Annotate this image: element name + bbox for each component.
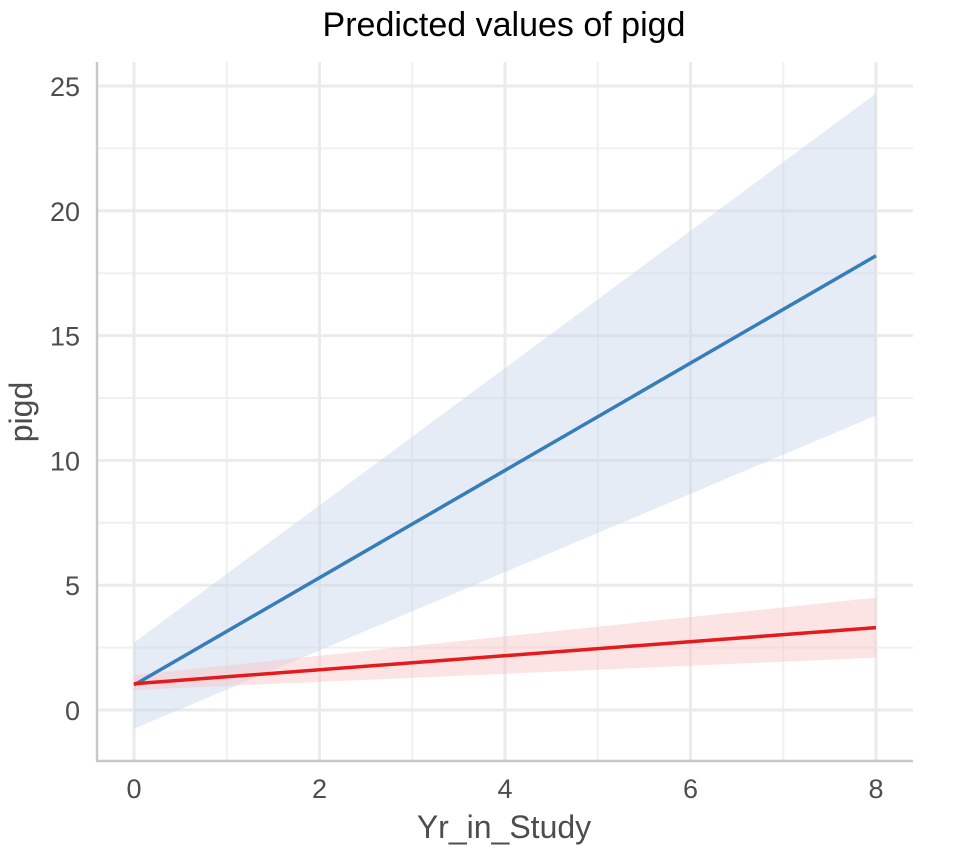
y-tick-label: 0 [65, 696, 80, 726]
y-tick-label: 15 [50, 322, 80, 352]
y-tick-label: 20 [50, 197, 80, 227]
y-tick-label: 5 [65, 571, 80, 601]
x-tick-label: 8 [868, 774, 883, 804]
y-axis-label: pigd [3, 382, 39, 443]
confidence-ribbon-blue [134, 93, 876, 729]
ribbons [134, 93, 876, 729]
series-lines [133, 254, 877, 687]
x-axis-label: Yr_in_Study [417, 809, 591, 845]
chart-title: Predicted values of pigd [323, 6, 686, 44]
series-line-red [133, 625, 877, 686]
grid [97, 62, 913, 761]
x-tick-label: 4 [497, 774, 512, 804]
x-tick-label: 2 [312, 774, 327, 804]
y-tick-labels: 0 5 10 15 20 25 [50, 72, 80, 726]
x-tick-labels: 0 2 4 6 8 [126, 774, 883, 804]
y-tick-label: 10 [50, 446, 80, 476]
x-tick-label: 6 [683, 774, 698, 804]
series-line-blue [133, 254, 877, 687]
y-tick-label: 25 [50, 72, 80, 102]
confidence-ribbon-red [134, 597, 876, 691]
x-tick-label: 0 [126, 774, 141, 804]
